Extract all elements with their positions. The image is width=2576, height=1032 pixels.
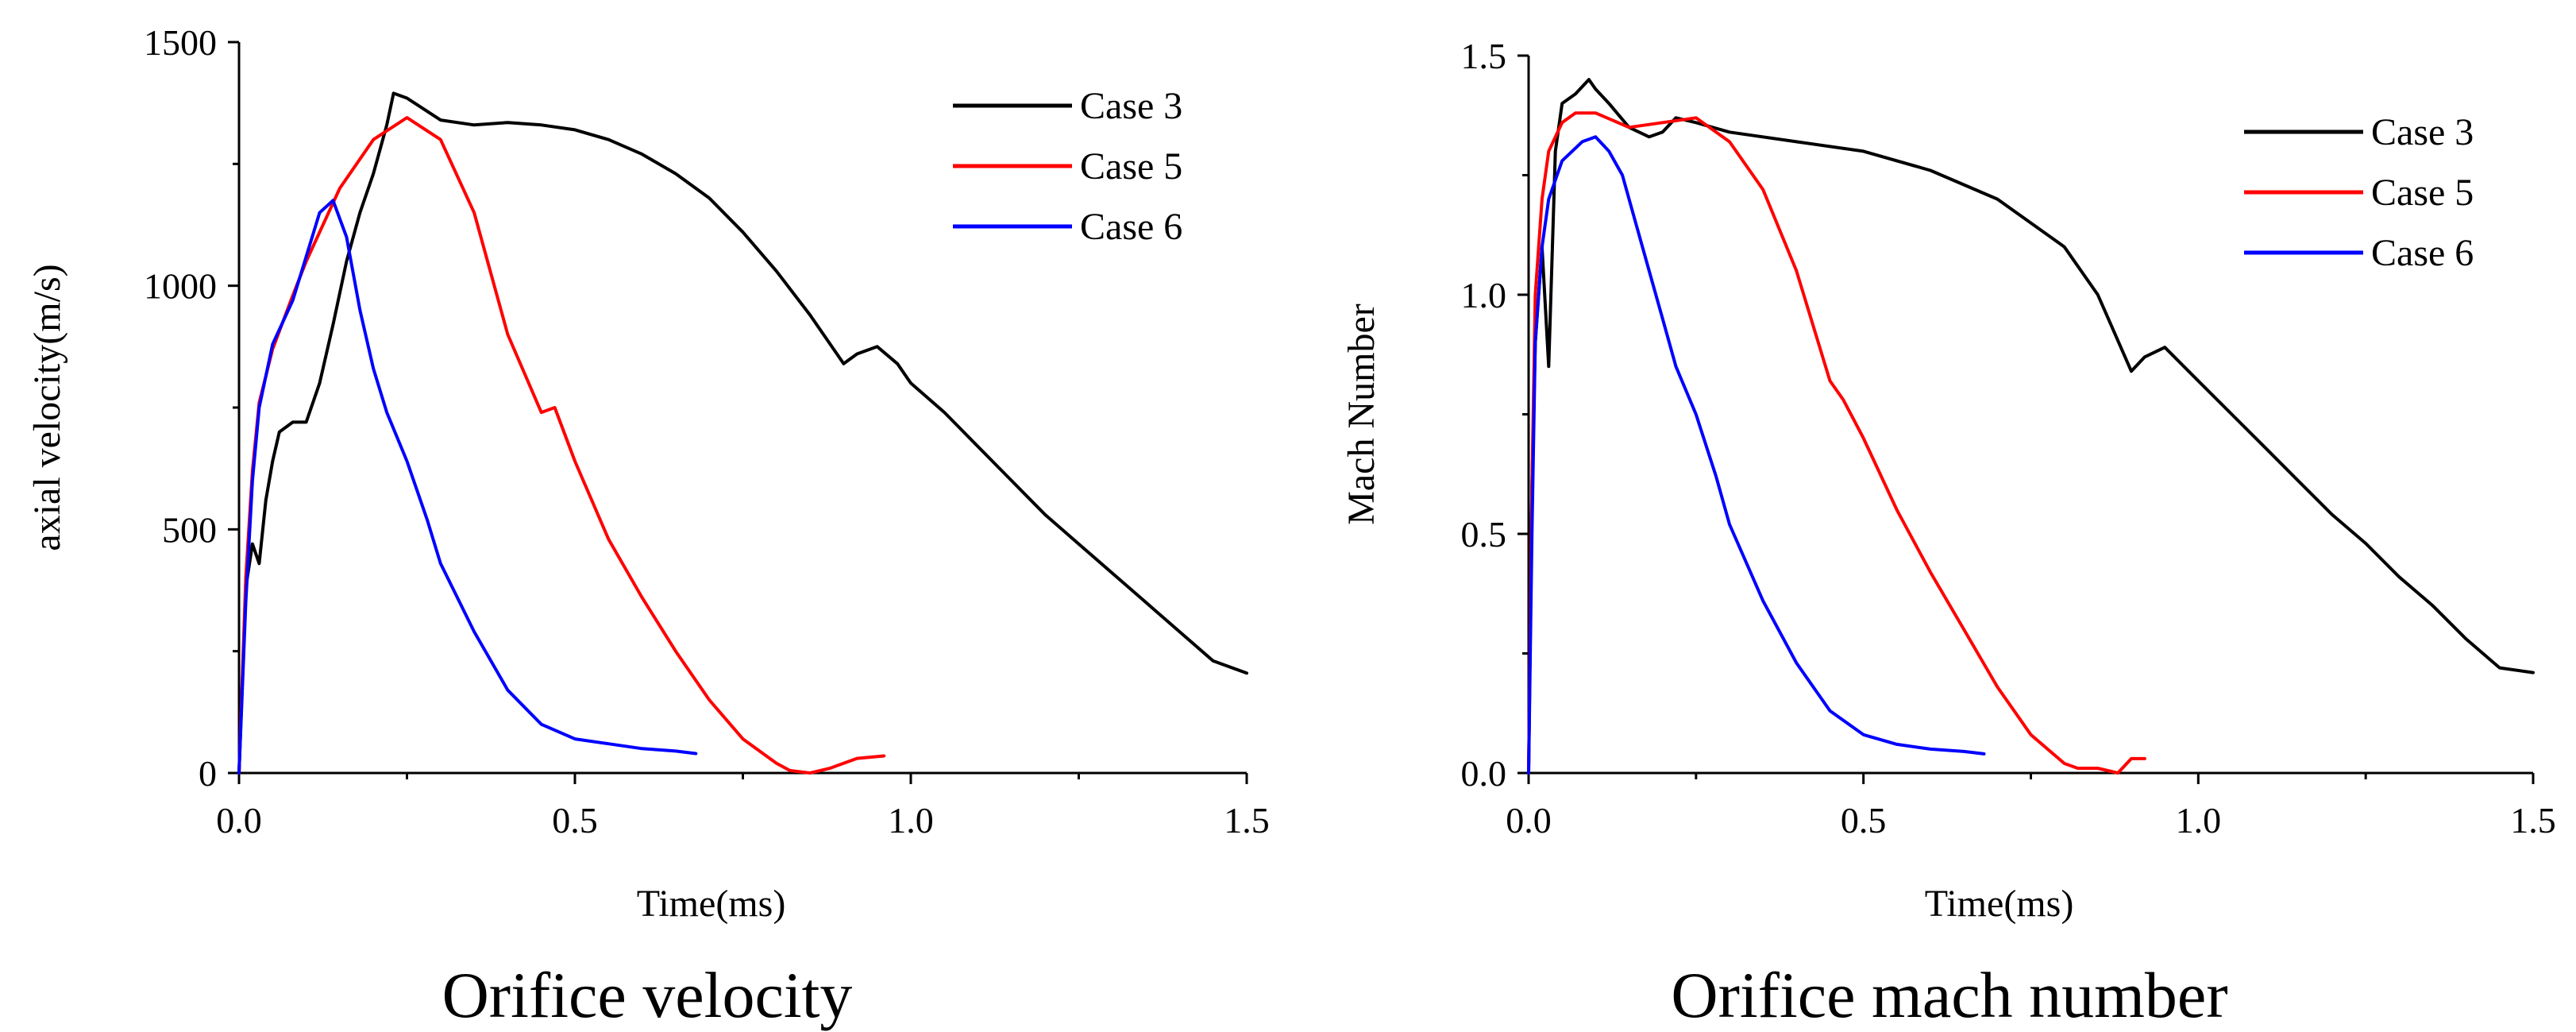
y-tick-label: 1500 <box>144 22 217 63</box>
x-tick-label: 0.5 <box>552 800 598 841</box>
legend: Case 3 Case 5 Case 6 <box>953 85 1182 248</box>
y-tick-label: 1000 <box>144 266 217 307</box>
series-line-case-3 <box>1527 78 2535 775</box>
chart-caption: Orifice velocity <box>442 959 853 1031</box>
chart-1: 0.0 0.5 1.0 1.5 0 500 1000 1500 Time(ms) axial ve… <box>26 22 1270 1031</box>
legend-label: Case 3 <box>2371 111 2474 153</box>
y-axis-label: Mach Number <box>1340 303 1382 525</box>
series-line-case-6 <box>1527 135 1986 775</box>
legend-label: Case 5 <box>2371 172 2474 214</box>
legend-label: Case 6 <box>2371 232 2474 274</box>
y-axis-label: axial velocity(m/s) <box>26 264 68 551</box>
x-axis-label: Time(ms) <box>1925 883 2074 925</box>
legend: Case 3 Case 5 Case 6 <box>2244 111 2474 274</box>
x-tick-label: 0.0 <box>216 800 262 841</box>
x-tick-label: 1.0 <box>2176 800 2222 841</box>
legend-label: Case 6 <box>1080 206 1182 248</box>
legend-label: Case 3 <box>1080 85 1182 127</box>
chart-caption: Orifice mach number <box>1671 959 2227 1031</box>
y-tick-label: 0 <box>199 753 217 794</box>
y-tick-label: 1.5 <box>1461 36 1507 76</box>
x-axis-label: Time(ms) <box>637 883 786 925</box>
series-line-case-5 <box>1527 111 2146 775</box>
x-tick-label: 1.0 <box>888 800 934 841</box>
x-tick-label: 0.0 <box>1506 800 1552 841</box>
x-tick-label: 1.5 <box>2510 800 2556 841</box>
x-tick-label: 0.5 <box>1841 800 1887 841</box>
legend-label: Case 5 <box>1080 145 1182 187</box>
series-line-case-3 <box>237 91 1248 775</box>
series-line-case-5 <box>237 116 886 775</box>
chart-2: 0.0 0.5 1.0 1.5 0.0 0.5 1.0 1.5 Time(ms) Mach Num… <box>1340 36 2556 1031</box>
y-tick-label: 0.5 <box>1461 514 1507 555</box>
series-line-case-6 <box>237 199 698 775</box>
x-tick-label: 1.5 <box>1224 800 1270 841</box>
y-tick-label: 0.0 <box>1461 753 1507 794</box>
y-tick-label: 500 <box>162 509 217 550</box>
y-tick-label: 1.0 <box>1461 275 1507 315</box>
